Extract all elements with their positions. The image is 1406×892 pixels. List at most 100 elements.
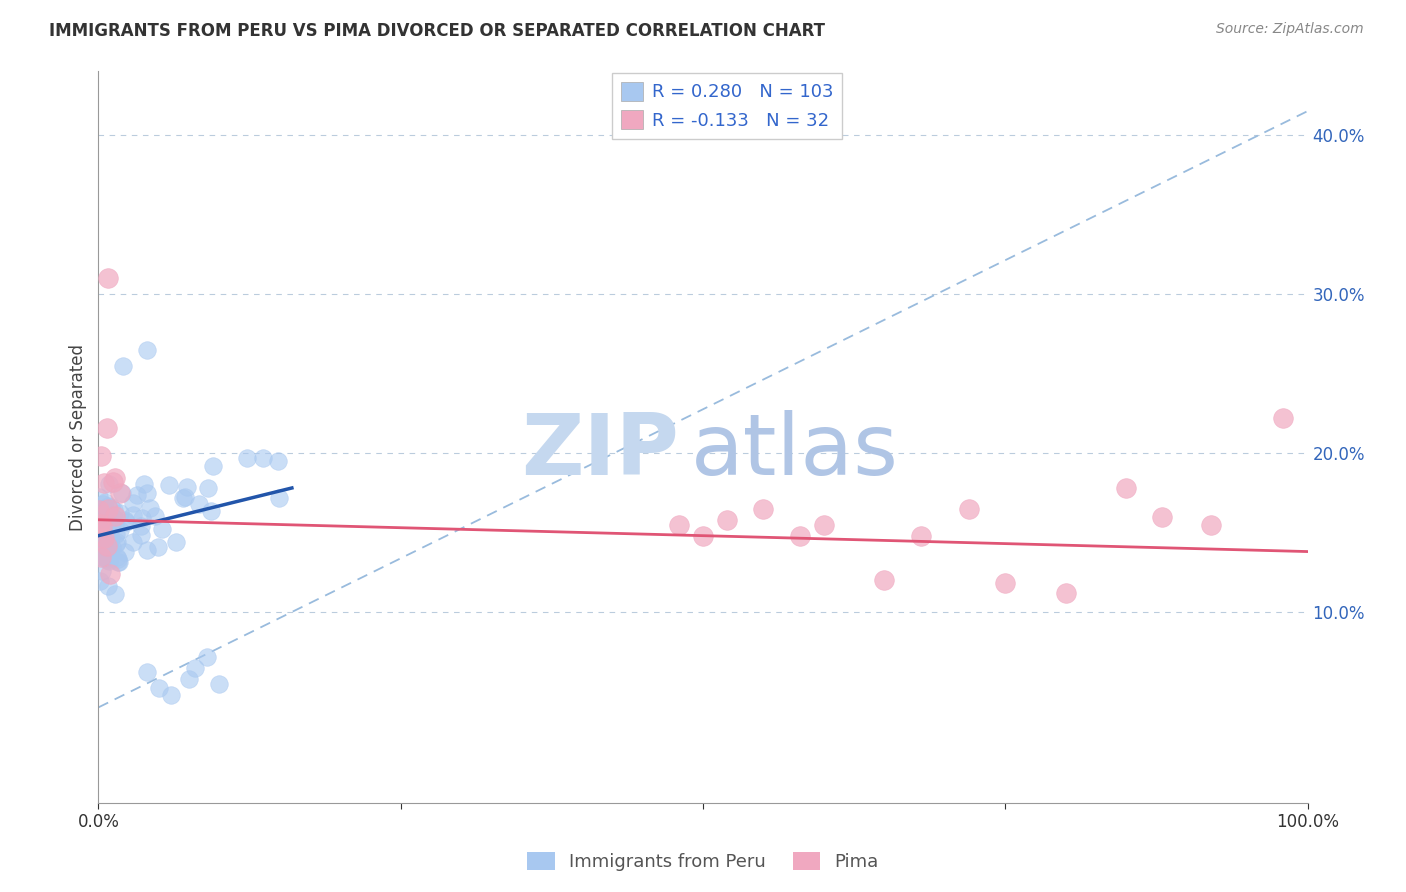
Point	[121, 535, 143, 549]
Point	[98, 476, 121, 491]
Point	[176, 480, 198, 494]
Point	[97, 502, 120, 516]
Point	[100, 531, 122, 545]
Point	[103, 475, 125, 489]
Point	[89, 501, 111, 516]
Point	[1199, 517, 1222, 532]
Point	[236, 450, 259, 465]
Point	[103, 503, 125, 517]
Point	[97, 538, 120, 552]
Point	[89, 549, 111, 564]
Y-axis label: Divorced or Separated: Divorced or Separated	[69, 343, 87, 531]
Point	[184, 660, 207, 674]
Point	[97, 554, 120, 568]
Point	[202, 458, 225, 473]
Point	[98, 536, 121, 550]
Point	[994, 576, 1017, 591]
Point	[98, 534, 121, 549]
Point	[131, 511, 153, 525]
Point	[122, 496, 145, 510]
Point	[105, 534, 128, 549]
Text: atlas: atlas	[690, 410, 898, 493]
Point	[97, 271, 120, 285]
Point	[172, 491, 194, 505]
Point	[135, 665, 157, 680]
Point	[93, 516, 115, 530]
Point	[752, 501, 775, 516]
Point	[94, 513, 117, 527]
Point	[195, 649, 218, 664]
Point	[111, 485, 134, 500]
Point	[93, 527, 115, 541]
Point	[97, 579, 120, 593]
Point	[101, 510, 124, 524]
Point	[98, 517, 121, 532]
Point	[114, 544, 136, 558]
Point	[98, 566, 121, 581]
Point	[93, 498, 115, 512]
Text: IMMIGRANTS FROM PERU VS PIMA DIVORCED OR SEPARATED CORRELATION CHART: IMMIGRANTS FROM PERU VS PIMA DIVORCED OR…	[49, 22, 825, 40]
Point	[90, 528, 112, 542]
Point	[716, 513, 738, 527]
Legend: R = 0.280   N = 103, R = -0.133   N = 32: R = 0.280 N = 103, R = -0.133 N = 32	[612, 73, 842, 139]
Point	[96, 508, 118, 522]
Point	[96, 551, 118, 566]
Point	[910, 529, 932, 543]
Point	[89, 516, 111, 531]
Point	[150, 522, 173, 536]
Point	[100, 540, 122, 554]
Point	[94, 514, 117, 528]
Point	[90, 520, 112, 534]
Point	[267, 454, 290, 468]
Point	[111, 359, 134, 373]
Point	[89, 534, 111, 549]
Point	[89, 545, 111, 559]
Point	[157, 477, 180, 491]
Point	[90, 550, 112, 565]
Point	[135, 343, 157, 357]
Point	[160, 688, 183, 702]
Point	[165, 535, 187, 549]
Point	[668, 517, 690, 532]
Point	[692, 529, 714, 543]
Point	[104, 471, 127, 485]
Point	[143, 509, 166, 524]
Point	[96, 537, 118, 551]
Point	[267, 491, 290, 505]
Point	[93, 550, 115, 565]
Point	[96, 553, 118, 567]
Point	[114, 513, 136, 527]
Point	[87, 490, 110, 504]
Point	[114, 515, 136, 529]
Point	[252, 450, 274, 465]
Point	[93, 475, 115, 490]
Point	[90, 531, 112, 545]
Point	[93, 527, 115, 541]
Point	[188, 497, 211, 511]
Point	[96, 421, 118, 435]
Point	[813, 517, 835, 532]
Point	[179, 672, 201, 686]
Point	[103, 511, 125, 525]
Point	[135, 485, 157, 500]
Point	[90, 549, 112, 563]
Point	[957, 501, 980, 516]
Point	[96, 511, 118, 525]
Point	[105, 537, 128, 551]
Point	[208, 676, 231, 690]
Point	[789, 529, 811, 543]
Point	[89, 503, 111, 517]
Point	[1272, 411, 1295, 425]
Point	[122, 508, 145, 522]
Point	[97, 508, 120, 523]
Point	[96, 521, 118, 535]
Point	[146, 541, 169, 555]
Point	[138, 500, 160, 515]
Point	[94, 541, 117, 555]
Point	[873, 573, 896, 587]
Point	[91, 535, 114, 549]
Point	[89, 574, 111, 588]
Point	[148, 681, 170, 696]
Point	[104, 526, 127, 541]
Point	[98, 546, 121, 560]
